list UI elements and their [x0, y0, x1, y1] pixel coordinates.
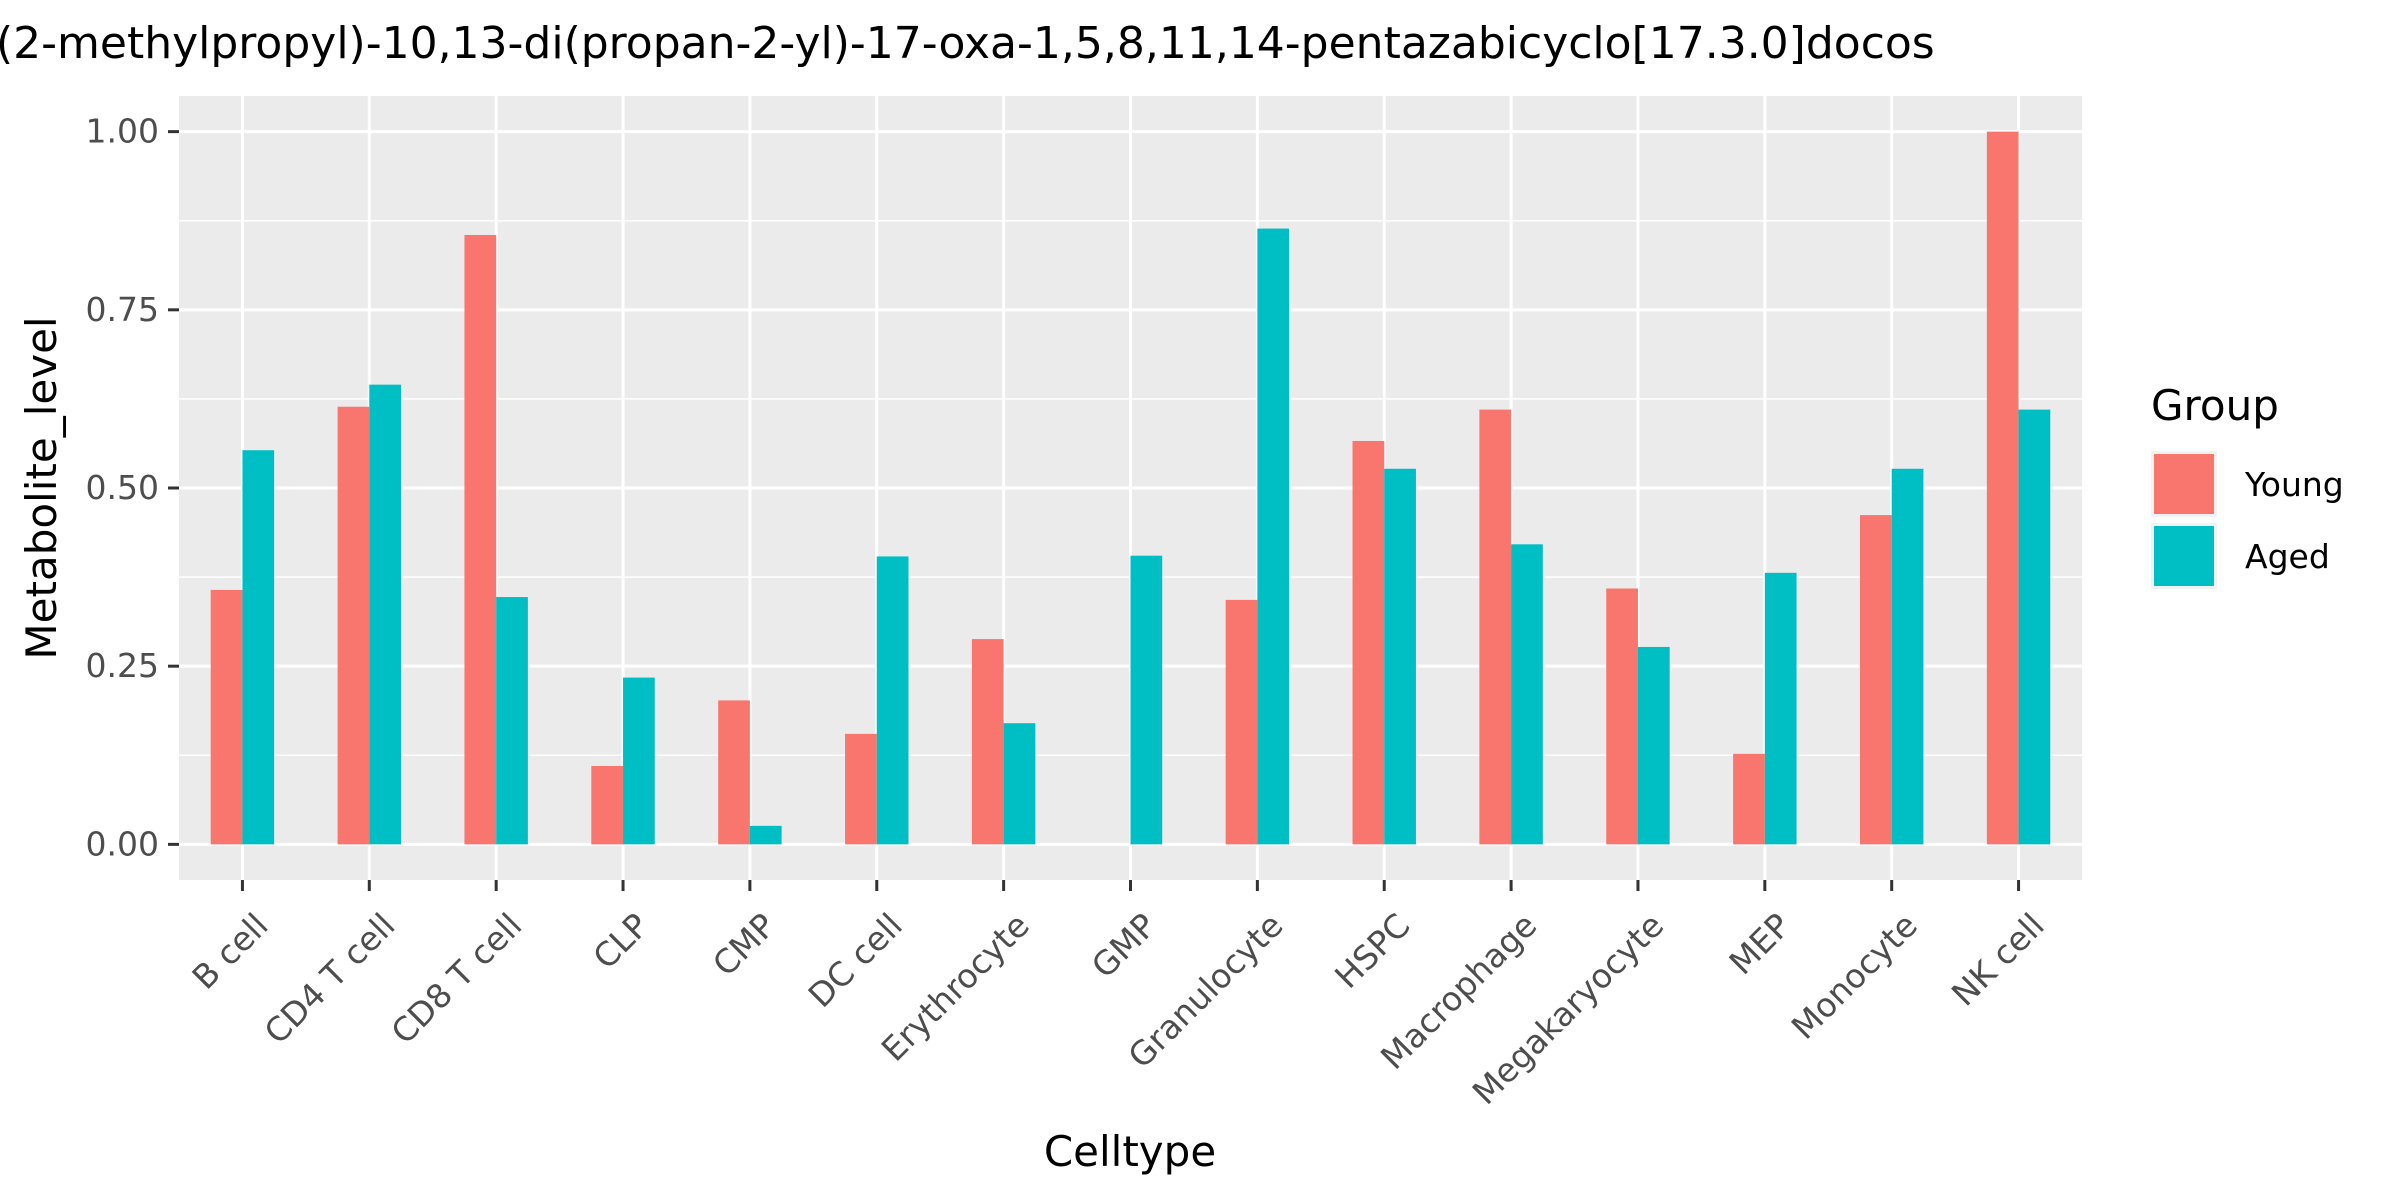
y-axis-title: Metabolite_level: [17, 316, 66, 659]
legend-swatch-aged: [2154, 526, 2214, 586]
bar-young: [591, 765, 624, 845]
bar-young: [971, 639, 1004, 845]
bar-young: [1479, 409, 1512, 845]
bar-aged: [2018, 409, 2051, 845]
x-tick-label: Monocyte: [1784, 906, 1925, 1047]
bar-young: [210, 589, 243, 845]
bar-aged: [749, 825, 782, 845]
bar-young: [1606, 588, 1638, 845]
x-tick-label: NK cell: [1944, 906, 2052, 1014]
bar-aged: [1637, 646, 1670, 845]
x-tick-label: B cell: [184, 906, 275, 997]
y-axis: 0.00 0.25 0.50 0.75 1.00: [86, 112, 179, 863]
x-tick-label: DC cell: [801, 906, 910, 1015]
legend-swatch-young: [2154, 454, 2214, 514]
bar-young: [464, 234, 497, 845]
bar-young: [1986, 131, 2019, 845]
bar-aged: [1003, 723, 1036, 845]
bar-young: [1225, 599, 1258, 845]
y-tick-label: 0.75: [86, 290, 159, 329]
bar-aged: [242, 450, 275, 845]
bar-young: [718, 700, 750, 845]
bar-aged: [496, 597, 528, 845]
x-tick-label: HSPC: [1327, 906, 1417, 996]
x-axis-title: Celltype: [1044, 1127, 1216, 1176]
bar-young: [337, 406, 370, 845]
bar-aged: [1257, 228, 1290, 845]
y-tick-label: 0.25: [86, 646, 159, 685]
legend-label-aged: Aged: [2245, 537, 2330, 576]
bar-aged: [1511, 544, 1543, 845]
y-tick-label: 0.50: [86, 468, 159, 507]
x-tick-label: MEP: [1721, 906, 1798, 983]
chart-title: (2-methylpropyl)-10,13-di(propan-2-yl)-1…: [0, 18, 1935, 69]
x-tick-label: CD8 T cell: [383, 906, 529, 1052]
legend-title: Group: [2151, 381, 2279, 430]
x-tick-label: CLP: [585, 906, 656, 977]
y-tick-label: 0.00: [86, 824, 159, 863]
bar-young: [1859, 515, 1892, 845]
legend-label-young: Young: [2244, 465, 2344, 504]
bar-aged: [369, 384, 402, 845]
bar-young: [1733, 753, 1765, 845]
x-tick-label: CMP: [705, 906, 783, 984]
bar-aged: [1130, 555, 1163, 845]
bar-young: [845, 733, 877, 845]
bars: [210, 131, 2051, 845]
x-tick-label: GMP: [1084, 906, 1164, 986]
bar-aged: [623, 677, 655, 845]
bar-young: [1352, 440, 1385, 845]
legend: Group Young Aged: [2151, 381, 2344, 589]
bar-aged: [876, 556, 909, 845]
bar-aged: [1384, 468, 1416, 845]
x-tick-label: CD4 T cell: [257, 906, 403, 1052]
bar-aged: [1764, 572, 1797, 845]
y-tick-label: 1.00: [86, 112, 159, 151]
bar-aged: [1891, 468, 1924, 845]
